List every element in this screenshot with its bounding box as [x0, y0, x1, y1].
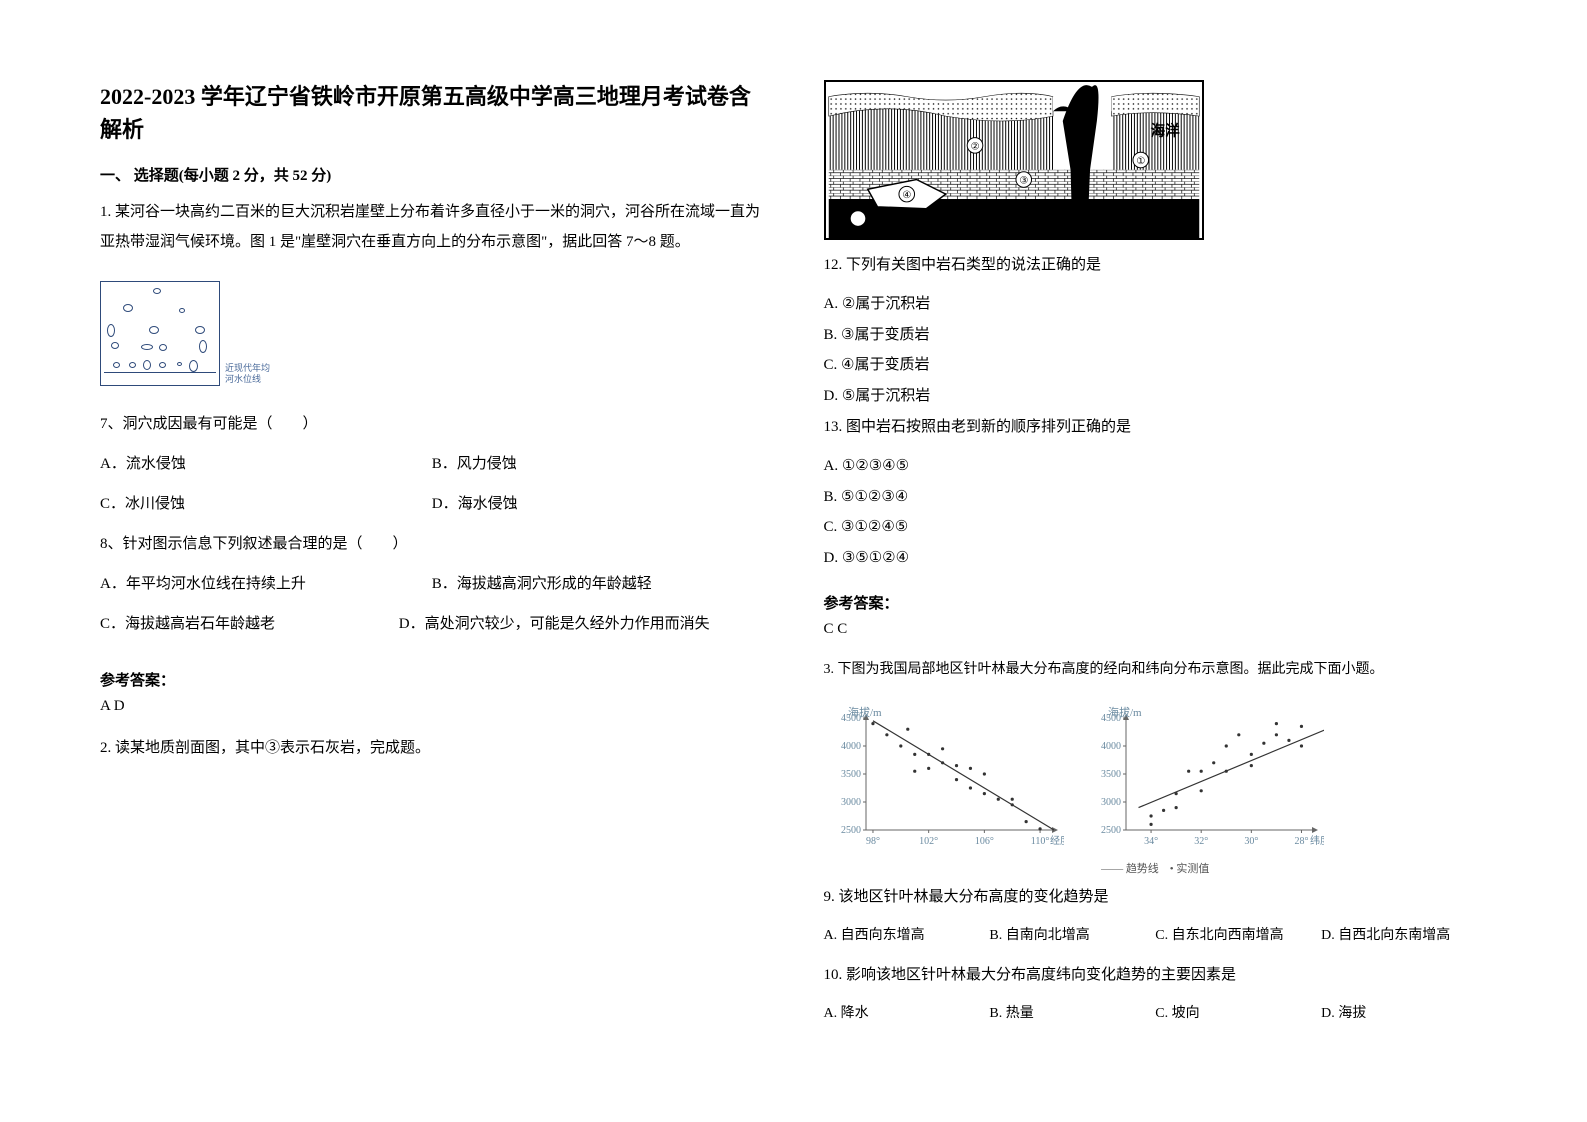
q7-optC: C．冰川侵蚀: [100, 489, 432, 519]
q13-optA: A. ①②③④⑤: [824, 452, 1488, 481]
cave-figure: 近现代年均 河水位线: [100, 281, 265, 401]
q10-optD: D. 海拔: [1321, 1000, 1487, 1028]
svg-text:4000: 4000: [1101, 741, 1121, 752]
q9-optC: C. 自东北向西南增高: [1155, 922, 1321, 950]
q7-optD: D．海水侵蚀: [432, 489, 764, 519]
svg-text:32°: 32°: [1194, 836, 1208, 847]
q2-answer: C C: [824, 621, 1488, 638]
svg-text:102°: 102°: [919, 836, 938, 847]
q1-sub7-row1: A．流水侵蚀 B．风力侵蚀: [100, 449, 764, 479]
q9-optB: B. 自南向北增高: [989, 922, 1155, 950]
svg-text:106°: 106°: [974, 836, 993, 847]
svg-text:2500: 2500: [1101, 825, 1121, 836]
q1-sub8: 8、针对图示信息下列叙述最合理的是（ ）: [100, 529, 764, 559]
q10-optB: B. 热量: [989, 1000, 1155, 1028]
q2-sub12: 12. 下列有关图中岩石类型的说法正确的是: [824, 250, 1488, 280]
svg-text:纬度: 纬度: [1310, 834, 1324, 847]
q3-sub9: 9. 该地区针叶林最大分布高度的变化趋势是: [824, 882, 1488, 912]
q8-optA: A．年平均河水位线在持续上升: [100, 569, 432, 599]
chart-right-svg: 2500300035004000450034°32°30°28°海拔/m纬度: [1084, 704, 1324, 854]
q8-optB: B．海拔越高洞穴形成的年龄越轻: [432, 569, 764, 599]
svg-text:海拔/m: 海拔/m: [1108, 705, 1142, 719]
q1-sub8-row2: C．海拔越高岩石年龄越老 D．高处洞穴较少，可能是久经外力作用而消失: [100, 609, 764, 639]
ocean-label: 海洋: [1150, 122, 1180, 140]
q13-optD: D. ③⑤①②④: [824, 544, 1488, 573]
q1-answer-label: 参考答案：: [100, 669, 764, 690]
svg-text:海拔/m: 海拔/m: [848, 705, 882, 719]
q7-optA: A．流水侵蚀: [100, 449, 432, 479]
svg-text:3000: 3000: [841, 797, 861, 808]
exam-title: 2022-2023 学年辽宁省铁岭市开原第五高级中学高三地理月考试卷含解析: [100, 80, 764, 146]
cave-box: [100, 281, 220, 386]
q3-sub9-row: A. 自西向东增高 B. 自南向北增高 C. 自东北向西南增高 D. 自西北向东…: [824, 922, 1488, 950]
q2-stem: 2. 读某地质剖面图，其中③表示石灰岩，完成题。: [100, 733, 764, 763]
q2-answer-label: 参考答案：: [824, 592, 1488, 613]
svg-text:110°: 110°: [1030, 836, 1049, 847]
q10-optC: C. 坡向: [1155, 1000, 1321, 1028]
svg-text:98°: 98°: [865, 836, 879, 847]
q1-stem: 1. 某河谷一块高约二百米的巨大沉积岩崖壁上分布着许多直径小于一米的洞穴，河谷所…: [100, 197, 764, 257]
q12-optD: D. ⑤属于沉积岩: [824, 382, 1488, 411]
q12-optA: A. ②属于沉积岩: [824, 290, 1488, 319]
svg-text:①: ①: [1136, 156, 1145, 167]
svg-text:②: ②: [970, 141, 979, 152]
q1-sub7-row2: C．冰川侵蚀 D．海水侵蚀: [100, 489, 764, 519]
q3-sub10: 10. 影响该地区针叶林最大分布高度纬向变化趋势的主要因素是: [824, 960, 1488, 990]
svg-text:3000: 3000: [1101, 797, 1121, 808]
q1-answer: A D: [100, 698, 764, 715]
q8-optD: D．高处洞穴较少，可能是久经外力作用而消失: [399, 616, 710, 632]
q8-optC: C．海拔越高岩石年龄越老: [100, 616, 275, 632]
right-column: 海洋 ① ② ③ ④ ⑤ 12. 下列有关图中岩石类型的说法正确的是 A. ②属…: [824, 80, 1488, 1082]
q2-sub13: 13. 图中岩石按照由老到新的顺序排列正确的是: [824, 412, 1488, 442]
svg-text:4000: 4000: [841, 741, 861, 752]
chart-longitude: 2500300035004000450098°102°106°110°海拔/m经…: [824, 704, 1064, 854]
section-1-header: 一、 选择题(每小题 2 分，共 52 分): [100, 164, 764, 185]
q13-optC: C. ③①②④⑤: [824, 513, 1488, 542]
q7-optB: B．风力侵蚀: [432, 449, 764, 479]
svg-text:经度: 经度: [1050, 834, 1064, 847]
cave-figure-caption: 近现代年均 河水位线: [225, 363, 270, 385]
caption-line2: 河水位线: [225, 374, 261, 384]
svg-text:28°: 28°: [1294, 836, 1308, 847]
q12-optC: C. ④属于变质岩: [824, 351, 1488, 380]
chart-pair: 2500300035004000450098°102°106°110°海拔/m经…: [824, 704, 1488, 854]
chart-legend: —— 趋势线 • 实测值: [824, 860, 1488, 876]
q12-optB: B. ③属于变质岩: [824, 321, 1488, 350]
svg-text:3500: 3500: [1101, 769, 1121, 780]
chart-left-svg: 2500300035004000450098°102°106°110°海拔/m经…: [824, 704, 1064, 854]
svg-text:2500: 2500: [841, 825, 861, 836]
q9-optA: A. 自西向东增高: [824, 922, 990, 950]
q1-sub8-row1: A．年平均河水位线在持续上升 B．海拔越高洞穴形成的年龄越轻: [100, 569, 764, 599]
svg-text:④: ④: [902, 190, 911, 201]
q3-sub10-row: A. 降水 B. 热量 C. 坡向 D. 海拔: [824, 1000, 1488, 1028]
q1-sub7: 7、洞穴成因最有可能是（ ）: [100, 409, 764, 439]
svg-text:34°: 34°: [1144, 836, 1158, 847]
geology-figure: 海洋 ① ② ③ ④ ⑤: [824, 80, 1204, 240]
svg-text:3500: 3500: [841, 769, 861, 780]
svg-text:③: ③: [1019, 175, 1028, 186]
caption-line1: 近现代年均: [225, 363, 270, 373]
chart-latitude: 2500300035004000450034°32°30°28°海拔/m纬度: [1084, 704, 1324, 854]
q9-optD: D. 自西北向东南增高: [1321, 922, 1487, 950]
q10-optA: A. 降水: [824, 1000, 990, 1028]
left-column: 2022-2023 学年辽宁省铁岭市开原第五高级中学高三地理月考试卷含解析 一、…: [100, 80, 764, 1082]
geology-svg: 海洋 ① ② ③ ④ ⑤: [826, 82, 1202, 238]
svg-text:30°: 30°: [1244, 836, 1258, 847]
q3-stem: 3. 下图为我国局部地区针叶林最大分布高度的经向和纬向分布示意图。据此完成下面小…: [824, 656, 1488, 684]
svg-text:⑤: ⑤: [853, 214, 862, 225]
water-level-line: [104, 372, 216, 373]
q13-optB: B. ⑤①②③④: [824, 483, 1488, 512]
